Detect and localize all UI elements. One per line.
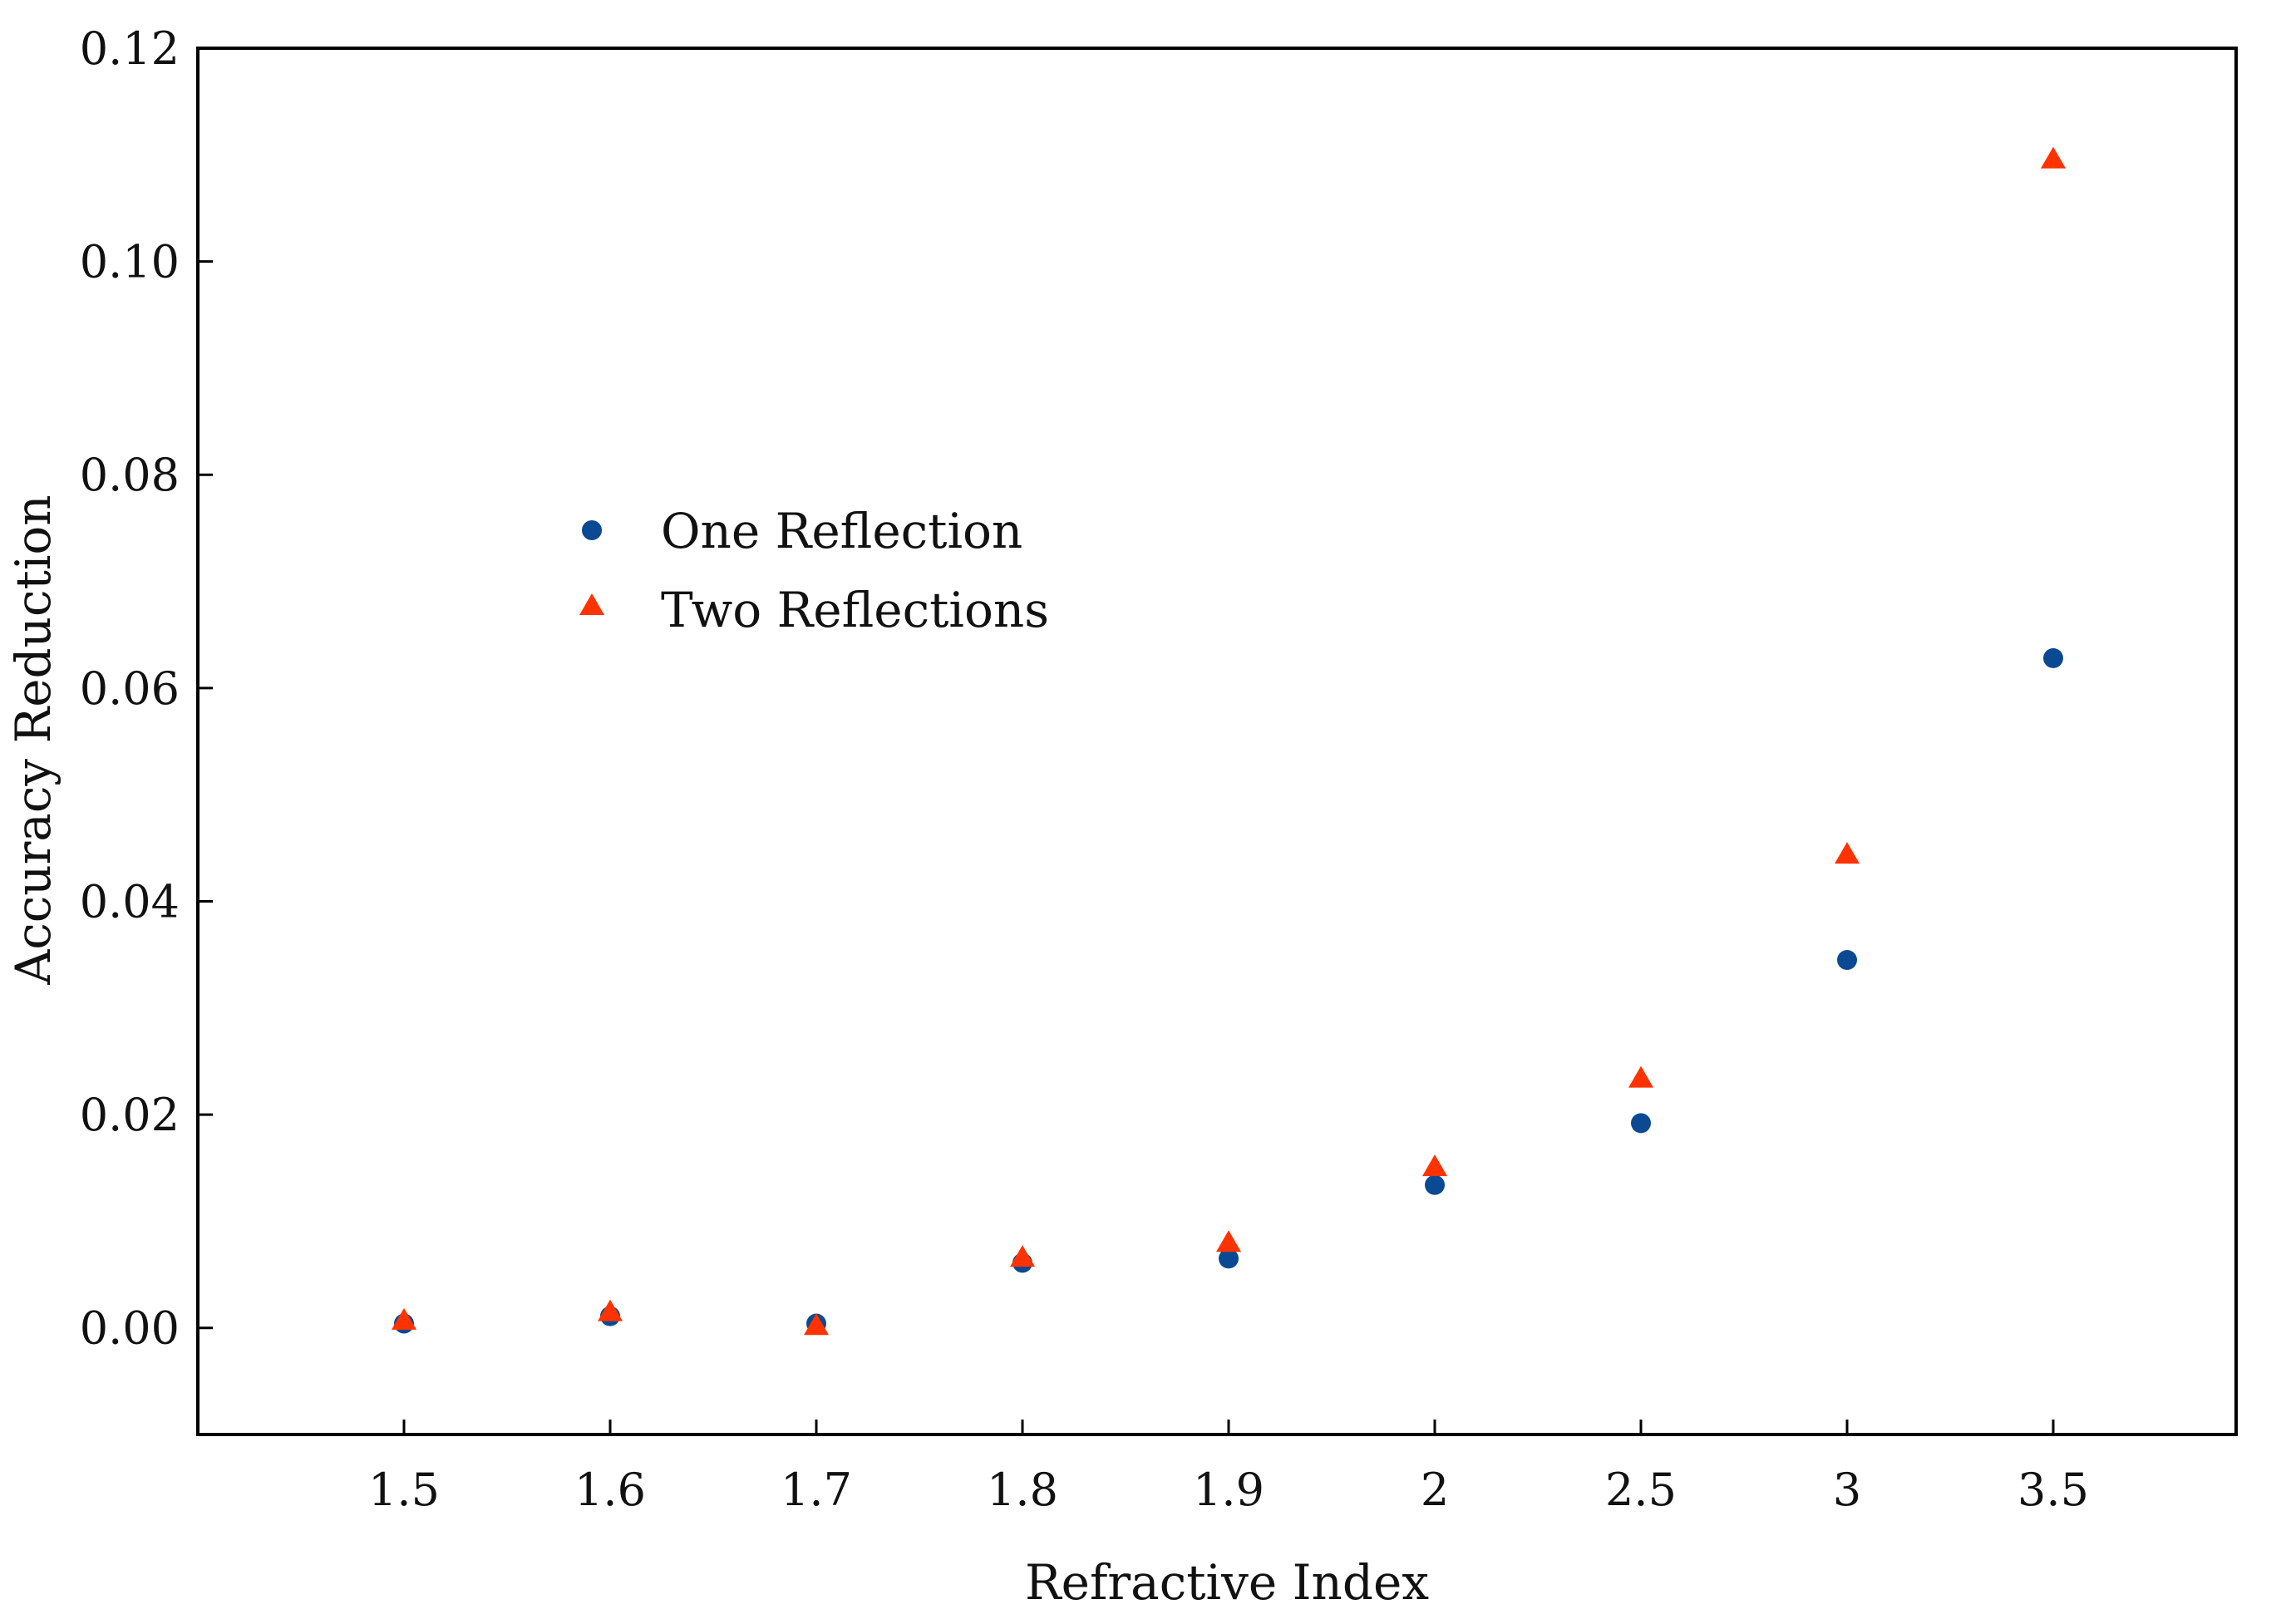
data-point-two-reflections bbox=[1628, 1065, 1653, 1088]
plot-area bbox=[196, 47, 2238, 1436]
x-tick-label: 1.9 bbox=[1193, 1464, 1264, 1516]
y-axis-title: Accuracy Reduction bbox=[5, 495, 62, 985]
y-tick-label: 0.00 bbox=[80, 1302, 180, 1355]
data-point-one-reflection bbox=[1837, 950, 1857, 971]
y-axis: 0.00 0.02 0.04 0.06 0.08 0.10 0.12 bbox=[80, 22, 213, 1355]
data-point-two-reflections bbox=[1835, 842, 1860, 864]
plot-frame bbox=[196, 47, 2238, 1436]
data-point-one-reflection bbox=[1631, 1113, 1651, 1134]
data-point-two-reflections bbox=[1216, 1230, 1241, 1252]
x-tick-label: 1.5 bbox=[368, 1464, 440, 1516]
data-point-one-reflection bbox=[2043, 647, 2063, 668]
data-point-two-reflections bbox=[804, 1313, 829, 1336]
y-tick-label: 0.04 bbox=[80, 875, 180, 928]
x-tick-label: 3 bbox=[1833, 1464, 1861, 1516]
y-tick-label: 0.02 bbox=[80, 1089, 180, 1141]
x-tick-label: 1.6 bbox=[574, 1464, 646, 1516]
x-tick-label: 1.8 bbox=[987, 1464, 1058, 1516]
y-tick-label: 0.12 bbox=[80, 22, 180, 75]
data-point-one-reflection bbox=[1219, 1248, 1239, 1269]
x-tick-label: 1.7 bbox=[781, 1464, 852, 1516]
x-tick-label: 2.5 bbox=[1605, 1464, 1677, 1516]
x-axis: 1.5 1.6 1.7 1.8 1.9 2 2.5 3 3.5 bbox=[368, 1420, 2089, 1516]
legend-label-two-reflections: Two Reflections bbox=[661, 582, 1049, 638]
data-points bbox=[392, 146, 2066, 1336]
legend-marker-one-reflection bbox=[582, 520, 602, 540]
x-tick-label: 2 bbox=[1421, 1464, 1449, 1516]
legend-marker-two-reflections bbox=[579, 593, 604, 615]
data-point-two-reflections bbox=[1422, 1154, 1447, 1177]
y-tick-label: 0.08 bbox=[80, 449, 180, 501]
data-point-one-reflection bbox=[1425, 1174, 1445, 1195]
y-tick-label: 0.10 bbox=[80, 236, 180, 288]
data-point-two-reflections bbox=[1010, 1245, 1035, 1267]
legend: One Reflection Two Reflections bbox=[579, 503, 1049, 638]
x-axis-title: Refractive Index bbox=[1025, 1554, 1429, 1611]
x-tick-label: 3.5 bbox=[2017, 1464, 2089, 1516]
legend-label-one-reflection: One Reflection bbox=[661, 503, 1022, 559]
data-point-two-reflections bbox=[598, 1299, 623, 1321]
data-point-two-reflections bbox=[392, 1307, 416, 1330]
data-point-two-reflections bbox=[2041, 146, 2066, 169]
y-tick-label: 0.06 bbox=[80, 662, 180, 715]
